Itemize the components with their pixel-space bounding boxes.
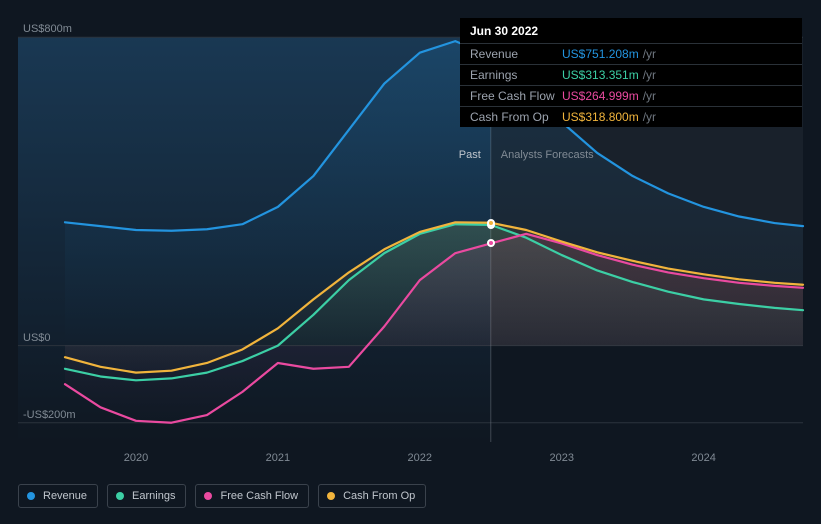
legend-item-label: Revenue (43, 490, 87, 502)
legend-item-cash-from-op[interactable]: Cash From Op (318, 484, 426, 508)
tooltip-row-label: Free Cash Flow (470, 89, 562, 103)
tooltip-row-label: Revenue (470, 47, 562, 61)
tooltip-date: Jun 30 2022 (460, 18, 802, 43)
legend-item-earnings[interactable]: Earnings (107, 484, 186, 508)
tooltip-row-value: US$318.800m (562, 110, 639, 124)
tooltip-row-unit: /yr (643, 68, 656, 82)
tooltip-row: RevenueUS$751.208m/yr (460, 43, 802, 64)
y-axis-label: US$800m (23, 23, 72, 35)
legend-item-revenue[interactable]: Revenue (18, 484, 98, 508)
y-axis-label: US$0 (23, 332, 51, 344)
x-axis-label: 2020 (124, 452, 148, 464)
tooltip-row-value: US$264.999m (562, 89, 639, 103)
tooltip-row-value: US$751.208m (562, 47, 639, 61)
tooltip-row: Free Cash FlowUS$264.999m/yr (460, 85, 802, 106)
series-marker-fcf (487, 239, 495, 247)
legend-dot-icon (116, 492, 124, 500)
forecast-label: Analysts Forecasts (501, 149, 594, 161)
x-axis-label: 2023 (549, 452, 573, 464)
y-axis-label: -US$200m (23, 409, 76, 421)
tooltip-row-label: Earnings (470, 68, 562, 82)
tooltip-row: EarningsUS$313.351m/yr (460, 64, 802, 85)
x-axis-label: 2021 (266, 452, 290, 464)
legend-item-label: Free Cash Flow (220, 490, 298, 502)
past-label: Past (459, 149, 481, 161)
tooltip-row-unit: /yr (643, 89, 656, 103)
tooltip-row-unit: /yr (643, 110, 656, 124)
tooltip-row-unit: /yr (643, 47, 656, 61)
financial-forecast-chart: Jun 30 2022 RevenueUS$751.208m/yrEarning… (0, 0, 821, 524)
legend-item-label: Cash From Op (343, 490, 415, 502)
legend-dot-icon (27, 492, 35, 500)
tooltip-row-label: Cash From Op (470, 110, 562, 124)
chart-tooltip: Jun 30 2022 RevenueUS$751.208m/yrEarning… (460, 18, 802, 127)
legend-item-free-cash-flow[interactable]: Free Cash Flow (195, 484, 309, 508)
chart-legend: Revenue Earnings Free Cash Flow Cash From O… (18, 484, 426, 508)
series-marker-cfo (487, 219, 495, 227)
tooltip-row: Cash From OpUS$318.800m/yr (460, 106, 802, 127)
legend-dot-icon (204, 492, 212, 500)
tooltip-row-value: US$313.351m (562, 68, 639, 82)
legend-dot-icon (327, 492, 335, 500)
legend-item-label: Earnings (132, 490, 175, 502)
x-axis-label: 2024 (691, 452, 715, 464)
x-axis-label: 2022 (408, 452, 432, 464)
